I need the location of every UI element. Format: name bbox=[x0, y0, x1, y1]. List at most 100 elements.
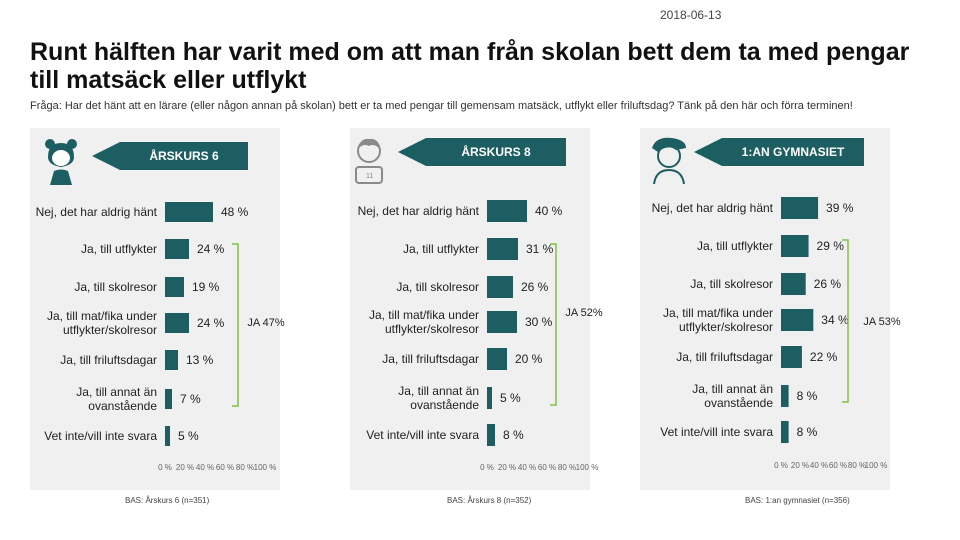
data-label: 8 % bbox=[797, 389, 818, 403]
tick-label: 40 % bbox=[810, 461, 828, 470]
tick-label: 80 % bbox=[558, 463, 576, 472]
data-label: 31 % bbox=[526, 242, 554, 256]
question-text: Fråga: Har det hänt att en lärare (eller… bbox=[30, 100, 853, 112]
category-label: Vet inte/vill inte svara bbox=[366, 428, 479, 442]
data-label: 5 % bbox=[500, 391, 521, 405]
data-label: 20 % bbox=[515, 352, 543, 366]
data-label: 22 % bbox=[810, 350, 838, 364]
page-title: Runt hälften har varit med om att man fr… bbox=[30, 38, 910, 94]
data-label: 24 % bbox=[197, 242, 225, 256]
bar bbox=[165, 277, 184, 297]
tick-label: 60 % bbox=[829, 461, 847, 470]
bracket-label: JA 53% bbox=[863, 316, 901, 328]
tick-label: 60 % bbox=[216, 463, 234, 472]
tick-label: 40 % bbox=[196, 463, 214, 472]
data-label: 24 % bbox=[197, 316, 225, 330]
data-label: 26 % bbox=[521, 280, 549, 294]
category-label: Vet inte/vill inte svara bbox=[44, 429, 157, 443]
header-tail bbox=[398, 138, 426, 166]
bracket bbox=[842, 239, 849, 403]
bar bbox=[487, 311, 517, 333]
data-label: 40 % bbox=[535, 204, 563, 218]
tick-label: 40 % bbox=[518, 463, 536, 472]
category-label: Ja, till utflykter bbox=[403, 242, 479, 256]
category-label: Ja, till skolresor bbox=[74, 280, 157, 294]
bar bbox=[487, 200, 527, 222]
panel-arskurs-8 bbox=[350, 128, 590, 490]
tick-label: 20 % bbox=[176, 463, 194, 472]
category-label: Ja, till annat än ovanstående bbox=[398, 384, 479, 412]
data-label: 48 % bbox=[221, 205, 249, 219]
category-label: Ja, till skolresor bbox=[396, 280, 479, 294]
category-label: Nej, det har aldrig hänt bbox=[358, 204, 480, 218]
category-label: Ja, till annat än ovanstående bbox=[76, 385, 157, 413]
bracket bbox=[232, 243, 239, 407]
tick-label: 20 % bbox=[791, 461, 809, 470]
data-label: 39 % bbox=[826, 201, 854, 215]
category-label: Vet inte/vill inte svara bbox=[660, 425, 773, 439]
category-label: Ja, till mat/fika under utflykter/skolres… bbox=[663, 306, 773, 334]
bar bbox=[781, 235, 809, 257]
data-label: 5 % bbox=[178, 429, 199, 443]
date-label: 2018-06-13 bbox=[660, 8, 722, 22]
data-label: 34 % bbox=[821, 313, 849, 327]
header-tail bbox=[694, 138, 722, 166]
header-tail bbox=[92, 142, 120, 170]
base-note-arskurs-8: BAS: Årskurs 8 (n=352) bbox=[447, 496, 532, 505]
tick-label: 100 % bbox=[865, 461, 888, 470]
bar bbox=[487, 276, 513, 298]
tick-label: 0 % bbox=[480, 463, 494, 472]
data-label: 29 % bbox=[817, 239, 845, 253]
category-label: Ja, till friluftsdagar bbox=[676, 350, 773, 364]
category-label: Ja, till mat/fika under utflykter/skolres… bbox=[369, 308, 479, 336]
category-label: Nej, det har aldrig hänt bbox=[652, 201, 774, 215]
bar bbox=[781, 309, 814, 331]
data-label: 7 % bbox=[180, 392, 201, 406]
tick-label: 0 % bbox=[774, 461, 788, 470]
bar bbox=[487, 387, 492, 409]
tick-label: 60 % bbox=[538, 463, 556, 472]
boy-icon: 11 bbox=[355, 138, 383, 184]
category-label: Ja, till friluftsdagar bbox=[382, 352, 479, 366]
bar bbox=[165, 350, 178, 370]
svg-text:11: 11 bbox=[366, 173, 373, 180]
data-label: 13 % bbox=[186, 353, 214, 367]
bracket-label: JA 52% bbox=[565, 307, 603, 319]
category-label: Ja, till mat/fika under utflykter/skolres… bbox=[47, 309, 157, 337]
tick-label: 100 % bbox=[576, 463, 599, 472]
bar bbox=[781, 385, 789, 407]
bar bbox=[781, 197, 819, 219]
data-label: 8 % bbox=[797, 425, 818, 439]
base-note-gymnasiet: BAS: 1:an gymnasiet (n=356) bbox=[745, 496, 850, 505]
bracket-label: JA 47% bbox=[247, 317, 285, 329]
data-label: 26 % bbox=[814, 277, 842, 291]
girl-icon bbox=[45, 139, 77, 185]
bar bbox=[165, 426, 170, 446]
category-label: Nej, det har aldrig hänt bbox=[36, 205, 158, 219]
data-label: 30 % bbox=[525, 315, 553, 329]
base-note-arskurs-6: BAS: Årskurs 6 (n=351) bbox=[125, 496, 210, 505]
panel-header-arskurs-8: ÅRSKURS 8 bbox=[426, 138, 566, 166]
bar bbox=[781, 346, 802, 368]
category-label: Ja, till skolresor bbox=[690, 277, 773, 291]
data-label: 8 % bbox=[503, 428, 524, 442]
tick-label: 80 % bbox=[236, 463, 254, 472]
bracket bbox=[550, 243, 557, 406]
category-label: Ja, till annat än ovanstående bbox=[692, 382, 773, 410]
bar bbox=[781, 273, 806, 295]
tick-label: 20 % bbox=[498, 463, 516, 472]
category-label: Ja, till friluftsdagar bbox=[60, 353, 157, 367]
bar bbox=[165, 239, 189, 259]
tick-label: 100 % bbox=[254, 463, 277, 472]
bar bbox=[165, 202, 213, 222]
tick-label: 80 % bbox=[848, 461, 866, 470]
teen-icon bbox=[652, 137, 686, 184]
category-label: Ja, till utflykter bbox=[697, 239, 773, 253]
bar bbox=[165, 389, 172, 409]
panel-header-gymnasiet: 1:AN GYMNASIET bbox=[722, 138, 864, 166]
bar bbox=[487, 424, 495, 446]
category-label: Ja, till utflykter bbox=[81, 242, 157, 256]
bar bbox=[781, 421, 789, 443]
bar bbox=[487, 348, 507, 370]
